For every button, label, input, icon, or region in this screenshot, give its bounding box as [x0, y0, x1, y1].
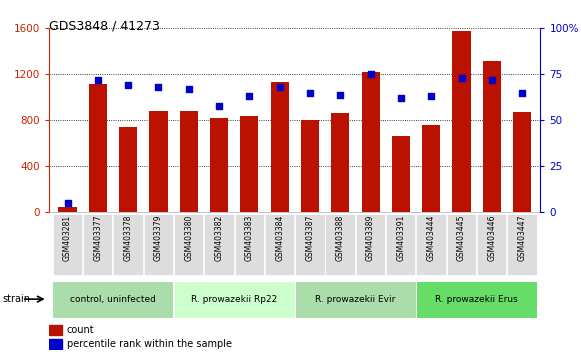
Text: GSM403377: GSM403377 [94, 215, 102, 262]
Text: GSM403447: GSM403447 [518, 215, 526, 262]
Bar [422, 125, 440, 212]
FancyBboxPatch shape [144, 214, 173, 275]
FancyBboxPatch shape [53, 214, 82, 275]
Bar [119, 127, 137, 212]
FancyBboxPatch shape [52, 281, 173, 318]
Text: GSM403379: GSM403379 [154, 215, 163, 262]
Text: R. prowazekii Erus: R. prowazekii Erus [435, 295, 518, 304]
Bar [149, 111, 167, 212]
Point [336, 92, 345, 97]
FancyBboxPatch shape [174, 214, 203, 275]
FancyBboxPatch shape [295, 281, 416, 318]
FancyBboxPatch shape [507, 214, 537, 275]
Text: GDS3848 / 41273: GDS3848 / 41273 [49, 19, 160, 33]
Text: GSM403444: GSM403444 [426, 215, 436, 262]
FancyBboxPatch shape [205, 214, 234, 275]
Bar [89, 84, 107, 212]
Bar [49, 325, 62, 335]
Point [184, 86, 193, 92]
Point [63, 200, 72, 206]
FancyBboxPatch shape [113, 214, 143, 275]
Text: GSM403445: GSM403445 [457, 215, 466, 262]
Bar [49, 339, 62, 349]
Text: GSM403387: GSM403387 [306, 215, 314, 261]
Text: R. prowazekii Evir: R. prowazekii Evir [315, 295, 396, 304]
Text: count: count [67, 325, 94, 335]
Point [518, 90, 527, 96]
Point [426, 93, 436, 99]
Point [275, 84, 284, 90]
Text: control, uninfected: control, uninfected [70, 295, 156, 304]
FancyBboxPatch shape [295, 214, 325, 275]
FancyBboxPatch shape [356, 214, 385, 275]
FancyBboxPatch shape [416, 281, 537, 318]
Bar [331, 114, 349, 212]
FancyBboxPatch shape [235, 214, 264, 275]
Point [214, 103, 224, 108]
Bar [361, 72, 380, 212]
Point [487, 77, 497, 83]
FancyBboxPatch shape [265, 214, 294, 275]
Text: strain: strain [3, 294, 31, 304]
Text: GSM403391: GSM403391 [396, 215, 406, 261]
Text: GSM403383: GSM403383 [245, 215, 254, 261]
Text: GSM403389: GSM403389 [366, 215, 375, 261]
Bar [59, 207, 77, 212]
Text: GSM403388: GSM403388 [336, 215, 345, 261]
Bar [241, 116, 259, 212]
Point [366, 72, 375, 77]
Text: GSM403382: GSM403382 [214, 215, 224, 261]
Bar [483, 61, 501, 212]
Point [245, 93, 254, 99]
Bar [210, 118, 228, 212]
Text: GSM403281: GSM403281 [63, 215, 72, 261]
FancyBboxPatch shape [477, 214, 507, 275]
Point [154, 84, 163, 90]
FancyBboxPatch shape [174, 281, 295, 318]
Point [306, 90, 315, 96]
Text: GSM403378: GSM403378 [124, 215, 132, 261]
Point [124, 82, 133, 88]
Bar [301, 120, 319, 212]
FancyBboxPatch shape [83, 214, 112, 275]
Point [457, 75, 466, 81]
FancyBboxPatch shape [325, 214, 355, 275]
Point [396, 96, 406, 101]
Bar [392, 137, 410, 212]
Text: percentile rank within the sample: percentile rank within the sample [67, 339, 232, 349]
FancyBboxPatch shape [417, 214, 446, 275]
Bar [453, 31, 471, 212]
Text: R. prowazekii Rp22: R. prowazekii Rp22 [191, 295, 277, 304]
Text: GSM403380: GSM403380 [184, 215, 193, 261]
Bar [180, 111, 198, 212]
Text: GSM403446: GSM403446 [487, 215, 496, 262]
FancyBboxPatch shape [447, 214, 476, 275]
FancyBboxPatch shape [386, 214, 415, 275]
Text: GSM403384: GSM403384 [275, 215, 284, 261]
Bar [271, 82, 289, 212]
Bar [513, 112, 531, 212]
Point [93, 77, 102, 83]
